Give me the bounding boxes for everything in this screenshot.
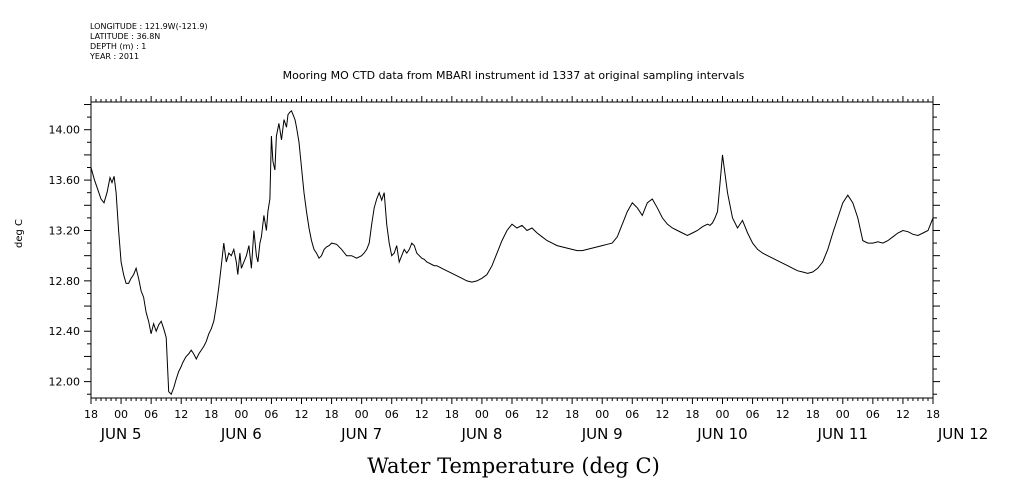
x-day-label: JUN 11 [817,425,868,443]
series-line [90,109,934,396]
x-tick-label: 18 [806,408,820,421]
depth-text: DEPTH (m) : 1 [90,42,147,51]
x-tick-label: 00 [716,408,730,421]
x-tick-label: 18 [204,408,218,421]
x-tick-label: 06 [385,408,399,421]
y-tick-labels: 12.00 12.40 12.80 13.20 13.60 14.00 [49,124,81,389]
x-tick-label: 06 [625,408,639,421]
x-tick-label: 12 [776,408,790,421]
x-axis-label: Water Temperature (deg C) [367,454,660,478]
x-tick-label: 06 [144,408,158,421]
y-tick-label: 13.20 [49,224,81,237]
x-tick-label: 12 [295,408,309,421]
y-tick-label: 12.40 [49,325,81,338]
tick-marks [84,96,940,404]
latitude-text: LATITUDE : 36.8N [90,32,161,41]
x-tick-label: 00 [836,408,850,421]
x-tick-label: 00 [355,408,369,421]
x-day-label: JUN 10 [696,425,747,443]
x-tick-label: 18 [685,408,699,421]
x-day-label: JUN 6 [220,425,262,443]
x-tick-label: 06 [505,408,519,421]
x-tick-label: 12 [655,408,669,421]
x-tick-label: 18 [84,408,98,421]
chart-title: Mooring MO CTD data from MBARI instrumen… [282,69,745,82]
y-tick-label: 12.80 [49,275,81,288]
x-tick-label: 06 [746,408,760,421]
x-tick-label: 12 [174,408,188,421]
x-tick-label: 00 [234,408,248,421]
year-text: YEAR : 2011 [90,52,140,61]
plot-frame [90,101,934,399]
x-tick-labels: 18 00 06 12 18 00 06 12 18 00 06 12 18 00 06 12 18 00 06 12… [84,408,940,421]
x-tick-label: 18 [325,408,339,421]
x-tick-label: 18 [926,408,940,421]
x-tick-label: 00 [595,408,609,421]
x-tick-label: 06 [866,408,880,421]
longitude-text: LONGITUDE : 121.9W(-121.9) [90,22,208,31]
x-day-labels: JUN 5 JUN 6 JUN 7 JUN 8 JUN 9 JUN 10 JUN 11 JUN… [100,425,989,443]
x-tick-label: 00 [114,408,128,421]
y-tick-label: 13.60 [49,174,81,187]
x-day-label: JUN 9 [581,425,623,443]
x-tick-label: 12 [415,408,429,421]
x-day-label: JUN 8 [460,425,502,443]
x-day-label: JUN 5 [100,425,142,443]
y-tick-label: 14.00 [49,124,81,137]
x-tick-label: 12 [896,408,910,421]
x-tick-label: 06 [264,408,278,421]
x-tick-label: 00 [475,408,489,421]
x-tick-label: 18 [445,408,459,421]
metadata-block: LONGITUDE : 121.9W(-121.9) LATITUDE : 36… [90,22,208,62]
x-day-label: JUN 12 [937,425,988,443]
x-tick-label: 18 [565,408,579,421]
y-tick-label: 12.00 [49,376,81,389]
x-day-label: JUN 7 [340,425,382,443]
x-tick-label: 12 [535,408,549,421]
